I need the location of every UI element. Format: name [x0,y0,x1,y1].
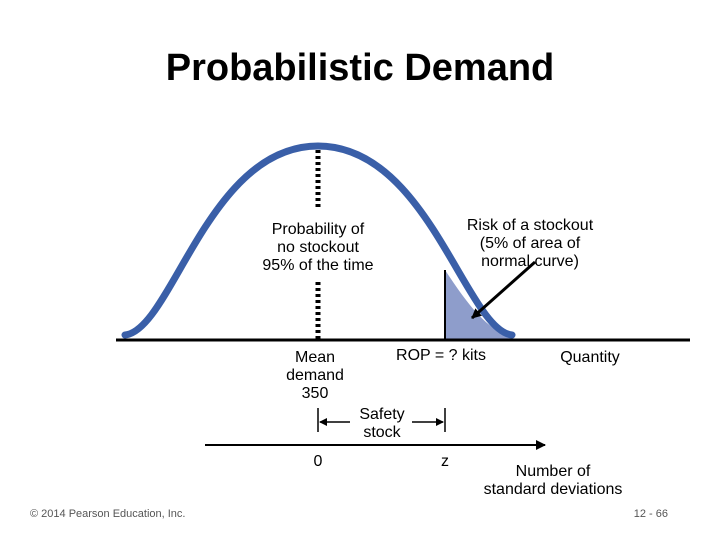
risk-arrow [471,260,536,320]
z-label: z [441,453,449,470]
quantity-label: Quantity [560,349,620,366]
label-line: Number of [516,463,591,480]
label-line: Risk of a stockout [467,217,594,234]
mean-label: Mean demand 350 [286,349,344,402]
label-line: Mean [295,349,335,366]
no-stockout-label: Probability of no stockout 95% of the ti… [262,221,373,274]
label-line: demand [286,367,344,384]
risk-label: Risk of a stockout (5% of area of normal… [467,217,594,270]
label-line: normal curve) [481,253,579,270]
safety-stock-label: Safety stock [359,406,404,441]
label-line: standard deviations [484,481,623,498]
label-line: (5% of area of [480,235,581,252]
title: Probabilistic Demand [166,47,555,89]
label-line: stock [363,424,401,441]
page-number: 12 - 66 [634,508,668,520]
normal-curve [121,142,516,339]
label-line: 95% of the time [262,257,373,274]
label-line: no stockout [277,239,359,256]
copyright: © 2014 Pearson Education, Inc. [30,508,185,520]
rop-label: ROP = ? kits [396,347,486,364]
stockout-area [445,270,512,340]
zero-label: 0 [314,453,323,470]
label-line: 350 [302,385,329,402]
std-axis-label: Number of standard deviations [484,463,623,498]
label-line: Safety [359,406,404,423]
label-line: Probability of [272,221,365,238]
